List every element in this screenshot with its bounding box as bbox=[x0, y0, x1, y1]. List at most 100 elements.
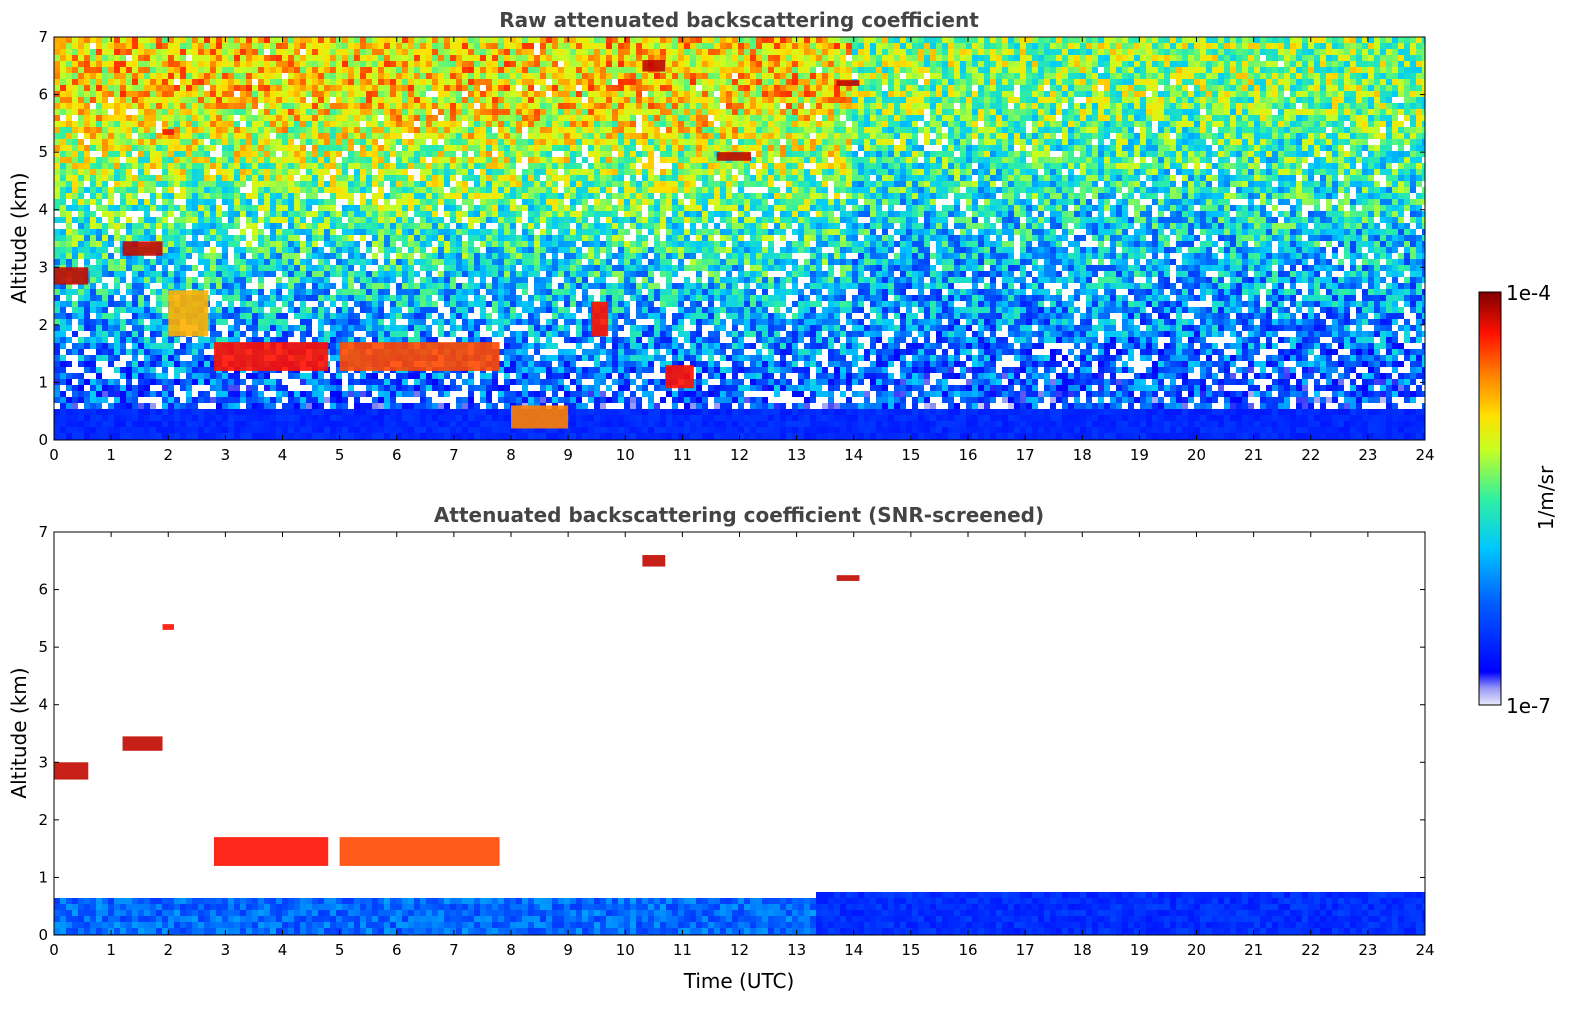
feature-1-6 bbox=[836, 575, 860, 581]
panel-screened-title: Attenuated backscattering coefficient (S… bbox=[434, 503, 1044, 527]
x-tick-label-1-7: 7 bbox=[449, 941, 459, 959]
x-tick-label-1-4: 4 bbox=[278, 941, 288, 959]
x-tick-label-0-20: 20 bbox=[1187, 446, 1206, 464]
x-tick-label-0-14: 14 bbox=[844, 446, 863, 464]
x-tick-label-0-9: 9 bbox=[563, 446, 573, 464]
panel-screened-ylabel: Altitude (km) bbox=[7, 667, 31, 798]
x-tick-label-1-11: 11 bbox=[673, 941, 692, 959]
feature-0-8 bbox=[642, 60, 666, 72]
x-tick-label-0-22: 22 bbox=[1301, 446, 1320, 464]
feature-0-1 bbox=[122, 241, 163, 256]
feature-1-4 bbox=[339, 837, 500, 866]
y-tick-label-0-4: 4 bbox=[38, 201, 48, 219]
x-tick-label-1-23: 23 bbox=[1358, 941, 1377, 959]
x-tick-label-1-9: 9 bbox=[563, 941, 573, 959]
feature-0-6 bbox=[511, 405, 569, 429]
x-tick-label-0-7: 7 bbox=[449, 446, 459, 464]
panel-raw-axes: 0 1 2 3 4 5 6 7 8 9 10 11 12 13 14 15 16 17 18 19 20 21 22 23 24… bbox=[38, 28, 1434, 464]
feature-1-1 bbox=[122, 736, 163, 751]
feature-0-4 bbox=[213, 342, 329, 371]
y-tick-label-1-7: 7 bbox=[38, 523, 48, 541]
x-tick-label-0-23: 23 bbox=[1358, 446, 1377, 464]
x-tick-label-1-12: 12 bbox=[730, 941, 749, 959]
feature-0-11 bbox=[836, 80, 860, 86]
y-tick-label-1-2: 2 bbox=[38, 811, 48, 829]
x-tick-label-1-8: 8 bbox=[506, 941, 516, 959]
x-tick-label-0-19: 19 bbox=[1130, 446, 1149, 464]
x-tick-label-0-18: 18 bbox=[1073, 446, 1092, 464]
x-tick-label-1-10: 10 bbox=[616, 941, 635, 959]
x-tick-label-1-24: 24 bbox=[1415, 941, 1434, 959]
colorbar-max-label: 1e-4 bbox=[1506, 281, 1551, 305]
x-tick-label-1-14: 14 bbox=[844, 941, 863, 959]
feature-0-2 bbox=[162, 129, 174, 135]
y-tick-label-1-1: 1 bbox=[38, 868, 48, 886]
x-tick-label-1-13: 13 bbox=[787, 941, 806, 959]
x-tick-label-0-1: 1 bbox=[106, 446, 116, 464]
feature-0-9 bbox=[665, 365, 694, 389]
y-tick-label-0-3: 3 bbox=[38, 258, 48, 276]
x-tick-label-1-21: 21 bbox=[1244, 941, 1263, 959]
x-tick-label-1-19: 19 bbox=[1130, 941, 1149, 959]
colorbar-gradient bbox=[1478, 291, 1502, 706]
colorbar: 1e-4 1e-7 1/m/sr bbox=[1478, 281, 1558, 718]
x-tick-label-0-0: 0 bbox=[49, 446, 59, 464]
y-tick-label-1-0: 0 bbox=[38, 926, 48, 944]
feature-0-3 bbox=[168, 290, 209, 337]
x-tick-label-1-6: 6 bbox=[392, 941, 402, 959]
y-tick-label-0-2: 2 bbox=[38, 316, 48, 334]
y-tick-label-1-6: 6 bbox=[38, 581, 48, 599]
feature-1-2 bbox=[162, 624, 174, 630]
x-tick-label-1-5: 5 bbox=[335, 941, 345, 959]
x-tick-label-1-16: 16 bbox=[958, 941, 977, 959]
y-tick-label-1-5: 5 bbox=[38, 638, 48, 656]
panel-raw-ylabel: Altitude (km) bbox=[7, 172, 31, 303]
panel-screened-xlabel: Time (UTC) bbox=[683, 969, 795, 993]
panel-raw: Raw attenuated backscattering coefficien… bbox=[7, 8, 1435, 464]
panel-screened: Attenuated backscattering coefficient (S… bbox=[7, 503, 1435, 993]
x-tick-label-0-24: 24 bbox=[1415, 446, 1434, 464]
y-tick-label-1-3: 3 bbox=[38, 753, 48, 771]
x-tick-label-1-22: 22 bbox=[1301, 941, 1320, 959]
x-tick-label-0-15: 15 bbox=[901, 446, 920, 464]
x-tick-label-0-17: 17 bbox=[1016, 446, 1035, 464]
y-tick-label-1-4: 4 bbox=[38, 696, 48, 714]
panel-screened-axes: 0 1 2 3 4 5 6 7 8 9 10 11 12 13 14 15 16 17 18 19 20 21 22 23 24… bbox=[38, 523, 1434, 959]
x-tick-label-1-2: 2 bbox=[163, 941, 173, 959]
feature-1-5 bbox=[642, 555, 666, 567]
x-tick-label-1-18: 18 bbox=[1073, 941, 1092, 959]
y-tick-label-0-1: 1 bbox=[38, 373, 48, 391]
panel-raw-heatmap bbox=[54, 37, 1425, 440]
y-tick-label-0-7: 7 bbox=[38, 28, 48, 46]
y-tick-label-0-0: 0 bbox=[38, 431, 48, 449]
x-tick-label-0-16: 16 bbox=[958, 446, 977, 464]
colorbar-min-label: 1e-7 bbox=[1506, 694, 1551, 718]
panel-raw-title: Raw attenuated backscattering coefficien… bbox=[499, 8, 979, 32]
x-tick-label-1-3: 3 bbox=[221, 941, 231, 959]
x-tick-label-1-15: 15 bbox=[901, 941, 920, 959]
x-tick-label-0-8: 8 bbox=[506, 446, 516, 464]
x-tick-label-0-3: 3 bbox=[221, 446, 231, 464]
panel-screened-heatmap bbox=[54, 555, 1425, 935]
feature-0-7 bbox=[590, 301, 609, 337]
x-tick-label-0-21: 21 bbox=[1244, 446, 1263, 464]
x-tick-label-0-12: 12 bbox=[730, 446, 749, 464]
panel-screened-frame bbox=[53, 531, 1426, 936]
x-tick-label-1-0: 0 bbox=[49, 941, 59, 959]
x-tick-label-0-2: 2 bbox=[163, 446, 173, 464]
colorbar-unit-label: 1/m/sr bbox=[1534, 465, 1558, 530]
feature-0-0 bbox=[54, 267, 89, 285]
y-tick-label-0-6: 6 bbox=[38, 86, 48, 104]
x-tick-label-1-17: 17 bbox=[1016, 941, 1035, 959]
x-tick-label-0-10: 10 bbox=[616, 446, 635, 464]
feature-0-5 bbox=[339, 342, 500, 371]
x-tick-label-0-11: 11 bbox=[673, 446, 692, 464]
x-tick-label-0-5: 5 bbox=[335, 446, 345, 464]
x-tick-label-1-1: 1 bbox=[106, 941, 116, 959]
y-tick-label-0-5: 5 bbox=[38, 143, 48, 161]
feature-1-3 bbox=[213, 837, 329, 866]
x-tick-label-0-13: 13 bbox=[787, 446, 806, 464]
x-tick-label-0-6: 6 bbox=[392, 446, 402, 464]
x-tick-label-1-20: 20 bbox=[1187, 941, 1206, 959]
